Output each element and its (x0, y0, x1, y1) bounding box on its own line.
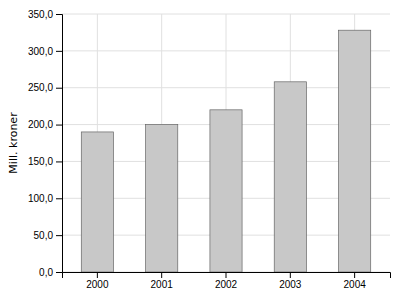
y-tick-label: 350,0 (28, 9, 53, 20)
x-tick-mark (354, 272, 355, 278)
y-tick-label: 100,0 (28, 193, 53, 204)
x-tick-label: 2000 (86, 279, 109, 290)
y-tick: 300,0 (28, 46, 62, 57)
grid (62, 14, 390, 272)
y-tick: 100,0 (28, 193, 62, 204)
x-tick-label: 2001 (151, 279, 174, 290)
y-axis-title: Mill. kroner (7, 112, 20, 174)
y-axis-line (56, 15, 63, 273)
bars (81, 30, 370, 272)
bar (274, 82, 306, 272)
y-tick-mark (56, 51, 62, 52)
x-tick-label: 2002 (215, 279, 238, 290)
x-tick: 2000 (86, 272, 109, 290)
x-tick: 2004 (344, 272, 367, 290)
y-tick-label: 50,0 (34, 230, 54, 241)
y-tick: 200,0 (28, 119, 62, 130)
y-tick-label: 300,0 (28, 46, 53, 57)
x-tick-label: 2004 (344, 279, 367, 290)
x-tick-mark (290, 272, 291, 278)
bar (81, 132, 113, 272)
chart: 2000 2001 2002 2003 2004 0,0 50,0 100,0 150,0 200… (0, 0, 404, 300)
y-tick-mark (56, 88, 62, 89)
y-tick-mark (56, 198, 62, 199)
y-tick-label: 150,0 (28, 156, 53, 167)
bar (339, 30, 371, 272)
x-tick: 2001 (151, 272, 174, 290)
x-axis-line (63, 273, 391, 279)
y-tick-label: 0,0 (39, 267, 53, 278)
x-tick-mark (97, 272, 98, 278)
y-tick-label: 250,0 (28, 82, 53, 93)
y-tick-mark (56, 14, 62, 15)
y-tick: 0,0 (39, 267, 62, 278)
y-tick-mark (56, 235, 62, 236)
y-tick-mark (56, 125, 62, 126)
y-tick: 350,0 (28, 9, 62, 20)
x-tick-mark (226, 272, 227, 278)
bar (210, 110, 242, 272)
plot-area: 2000 2001 2002 2003 2004 0,0 50,0 100,0 150,0 200… (28, 9, 391, 290)
y-axis: 0,0 50,0 100,0 150,0 200,0 250,0 300,0 350,0 (28, 9, 63, 278)
x-tick-label: 2003 (279, 279, 302, 290)
x-tick: 2003 (279, 272, 302, 290)
x-axis: 2000 2001 2002 2003 2004 (63, 272, 391, 290)
y-tick-label: 200,0 (28, 119, 53, 130)
bar (146, 125, 178, 272)
y-tick: 50,0 (34, 230, 62, 241)
y-tick-mark (56, 272, 62, 273)
x-tick: 2002 (215, 272, 238, 290)
x-tick-mark (161, 272, 162, 278)
y-tick: 150,0 (28, 156, 62, 167)
y-tick-mark (56, 161, 62, 162)
y-tick: 250,0 (28, 82, 62, 93)
